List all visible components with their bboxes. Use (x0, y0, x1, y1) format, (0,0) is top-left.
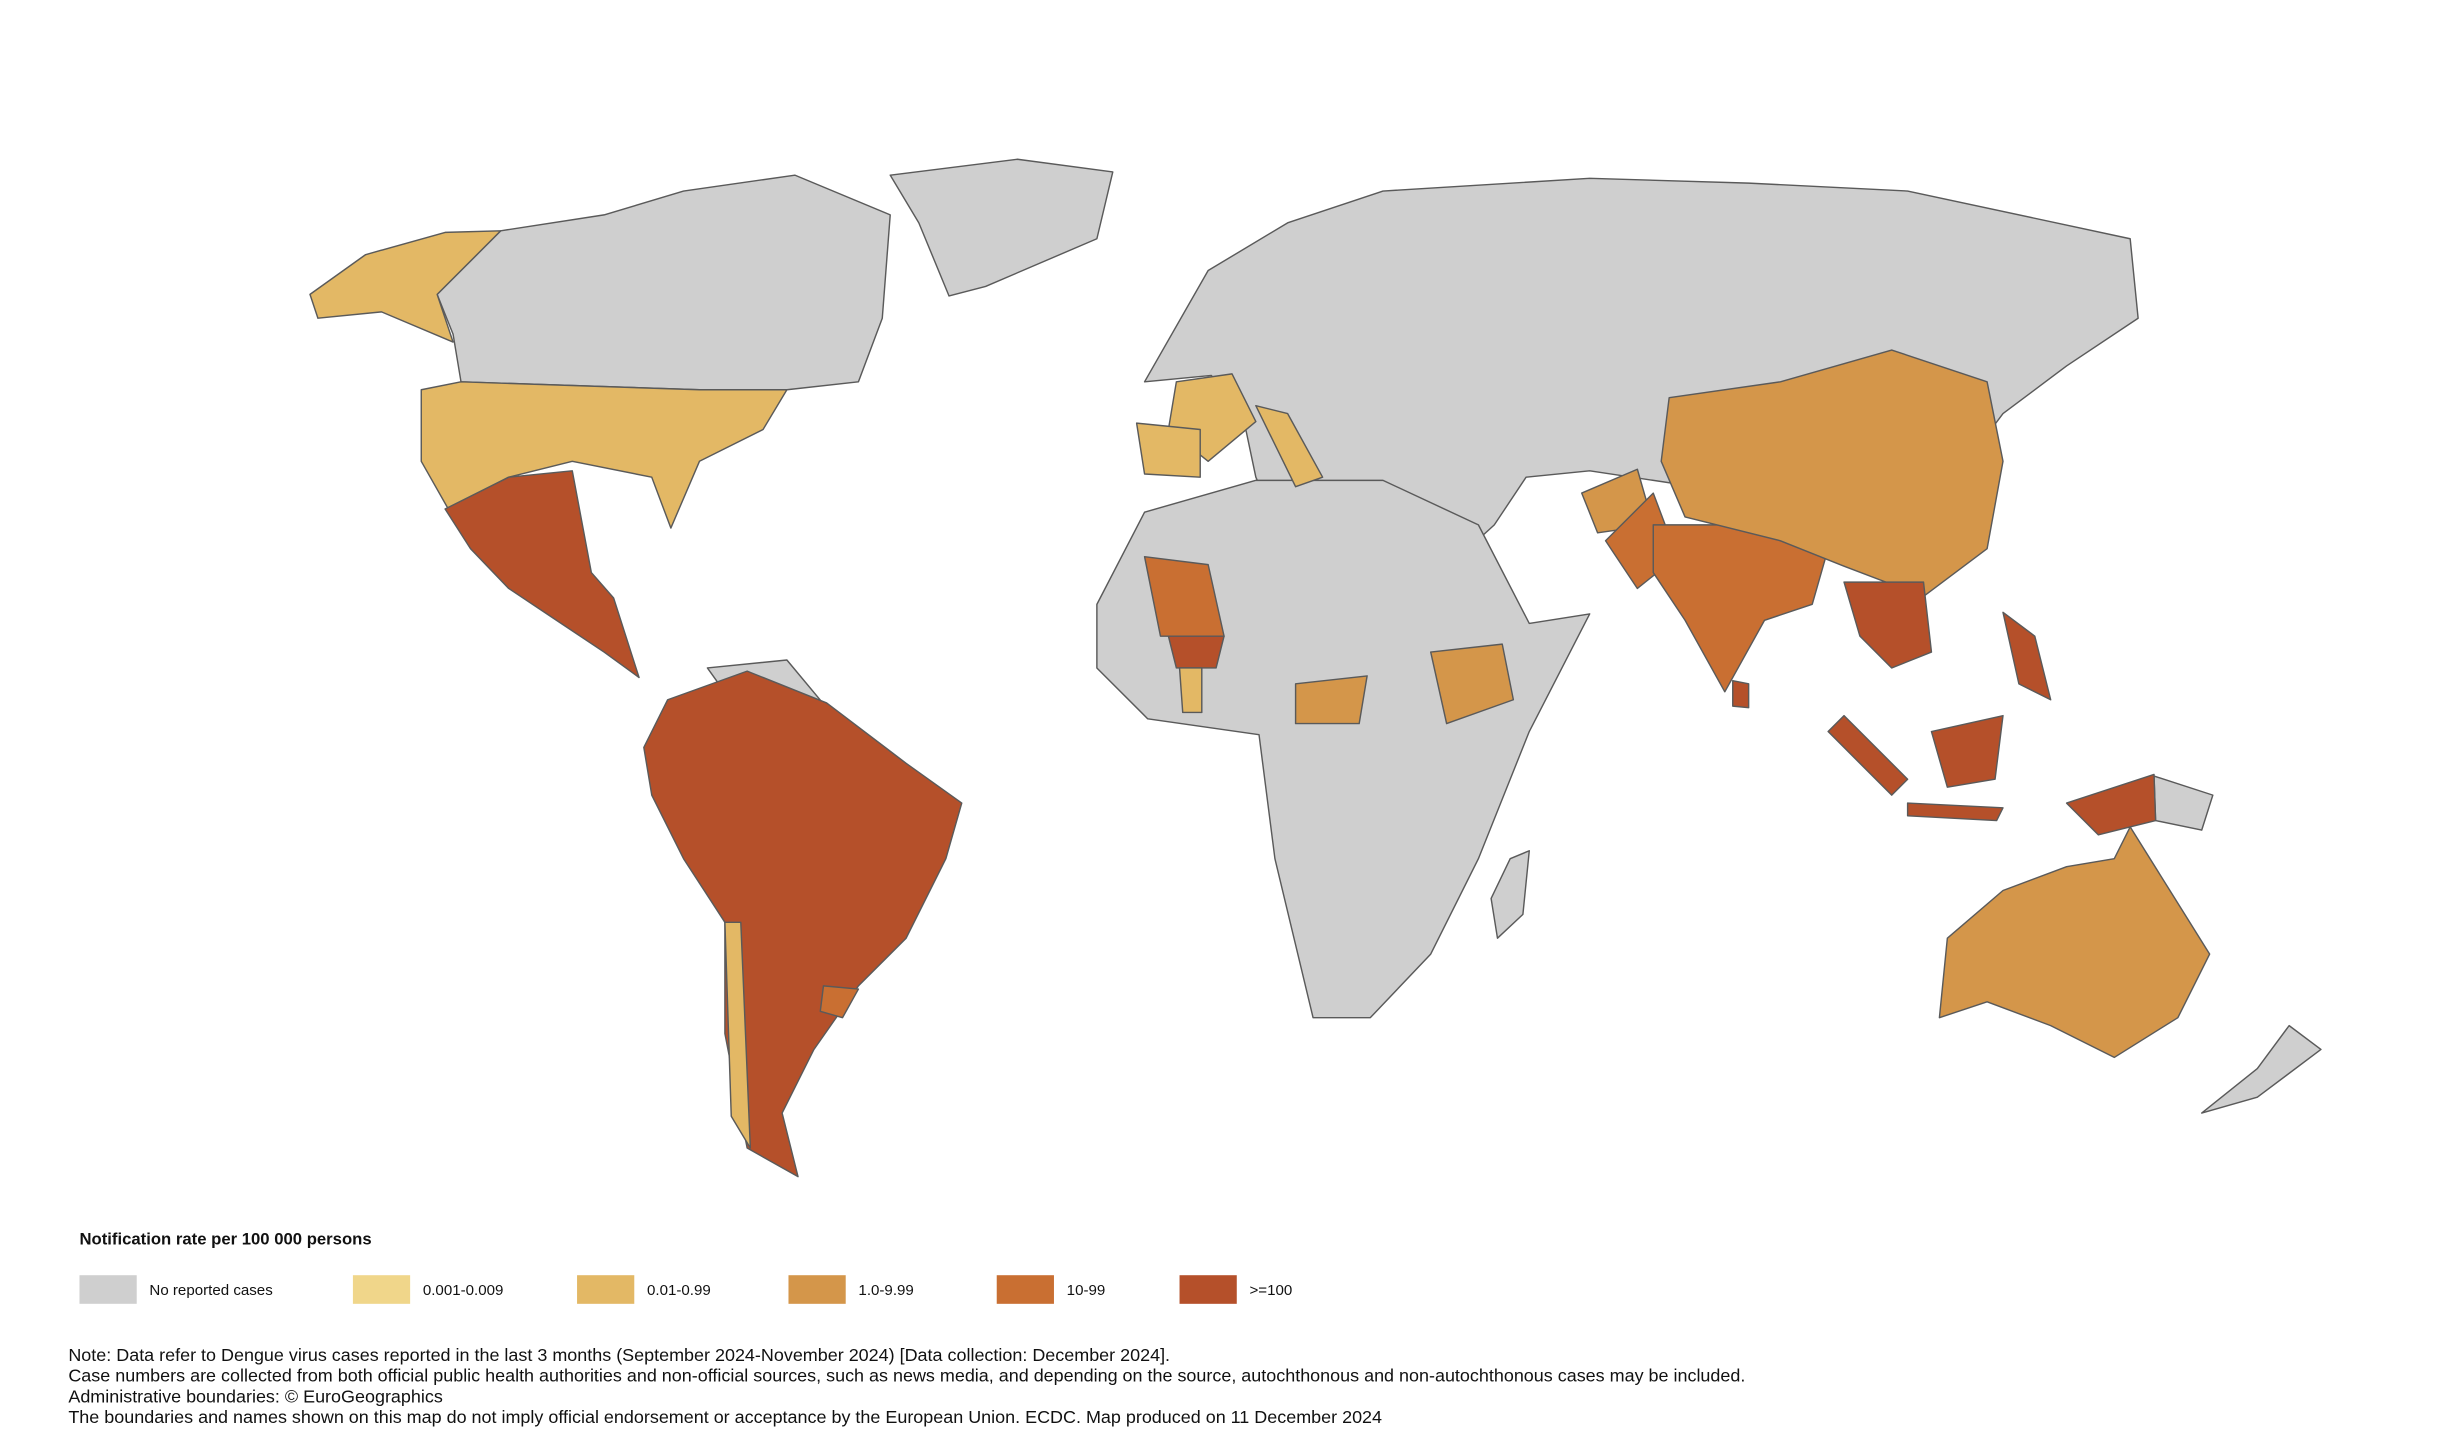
ghana (1178, 667, 1203, 714)
legend-swatch (1179, 1275, 1237, 1304)
central-african-republic (1294, 675, 1368, 725)
note-line: Administrative boundaries: © EuroGeograp… (68, 1386, 442, 1406)
legend-label: 10-99 (1067, 1282, 1106, 1299)
legend-label: No reported cases (149, 1282, 272, 1299)
java (1906, 802, 2004, 822)
italy (1255, 404, 1324, 488)
legend-swatch (996, 1275, 1054, 1304)
ethiopia (1429, 643, 1515, 725)
canada (436, 174, 891, 391)
southeast-asia (1843, 581, 1933, 669)
philippines (2002, 611, 2052, 701)
burkina-faso (1167, 635, 1225, 669)
australia (1938, 826, 2211, 1059)
legend-swatch (577, 1275, 635, 1304)
legend-swatch (352, 1275, 411, 1304)
legend-label: 1.0-9.99 (858, 1282, 913, 1299)
sri-lanka (1732, 679, 1750, 709)
spain (1135, 422, 1201, 478)
notes: Note: Data refer to Dengue virus cases r… (68, 1345, 1745, 1427)
legend-label: >=100 (1249, 1282, 1292, 1299)
note-line: Case numbers are collected from both off… (68, 1366, 1745, 1386)
south-america (643, 670, 963, 1178)
legend-label: 0.01-0.99 (647, 1282, 711, 1299)
alaska (309, 230, 502, 343)
legend: No reported cases 0.001-0.009 0.01-0.99 1.0… (79, 1275, 1292, 1304)
world-map (309, 158, 2322, 1178)
legend-swatch (79, 1275, 137, 1304)
mexico-central-america (444, 470, 640, 679)
sumatra (1827, 714, 1909, 796)
chile (724, 921, 752, 1149)
note-line: Note: Data refer to Dengue virus cases r… (68, 1345, 1170, 1365)
africa (1096, 479, 1591, 1019)
note-line: The boundaries and names shown on this m… (68, 1407, 1382, 1427)
legend-title: Notification rate per 100 000 persons (79, 1230, 371, 1249)
madagascar (1490, 850, 1530, 939)
uruguay (819, 985, 860, 1019)
china (1660, 349, 2004, 598)
new-guinea-east (2153, 775, 2214, 831)
new-zealand (2200, 1024, 2322, 1114)
legend-label: 0.001-0.009 (423, 1282, 504, 1299)
borneo (1930, 714, 2004, 788)
greenland (889, 158, 1114, 297)
new-guinea-west (2065, 773, 2157, 836)
legend-swatch (788, 1275, 846, 1304)
